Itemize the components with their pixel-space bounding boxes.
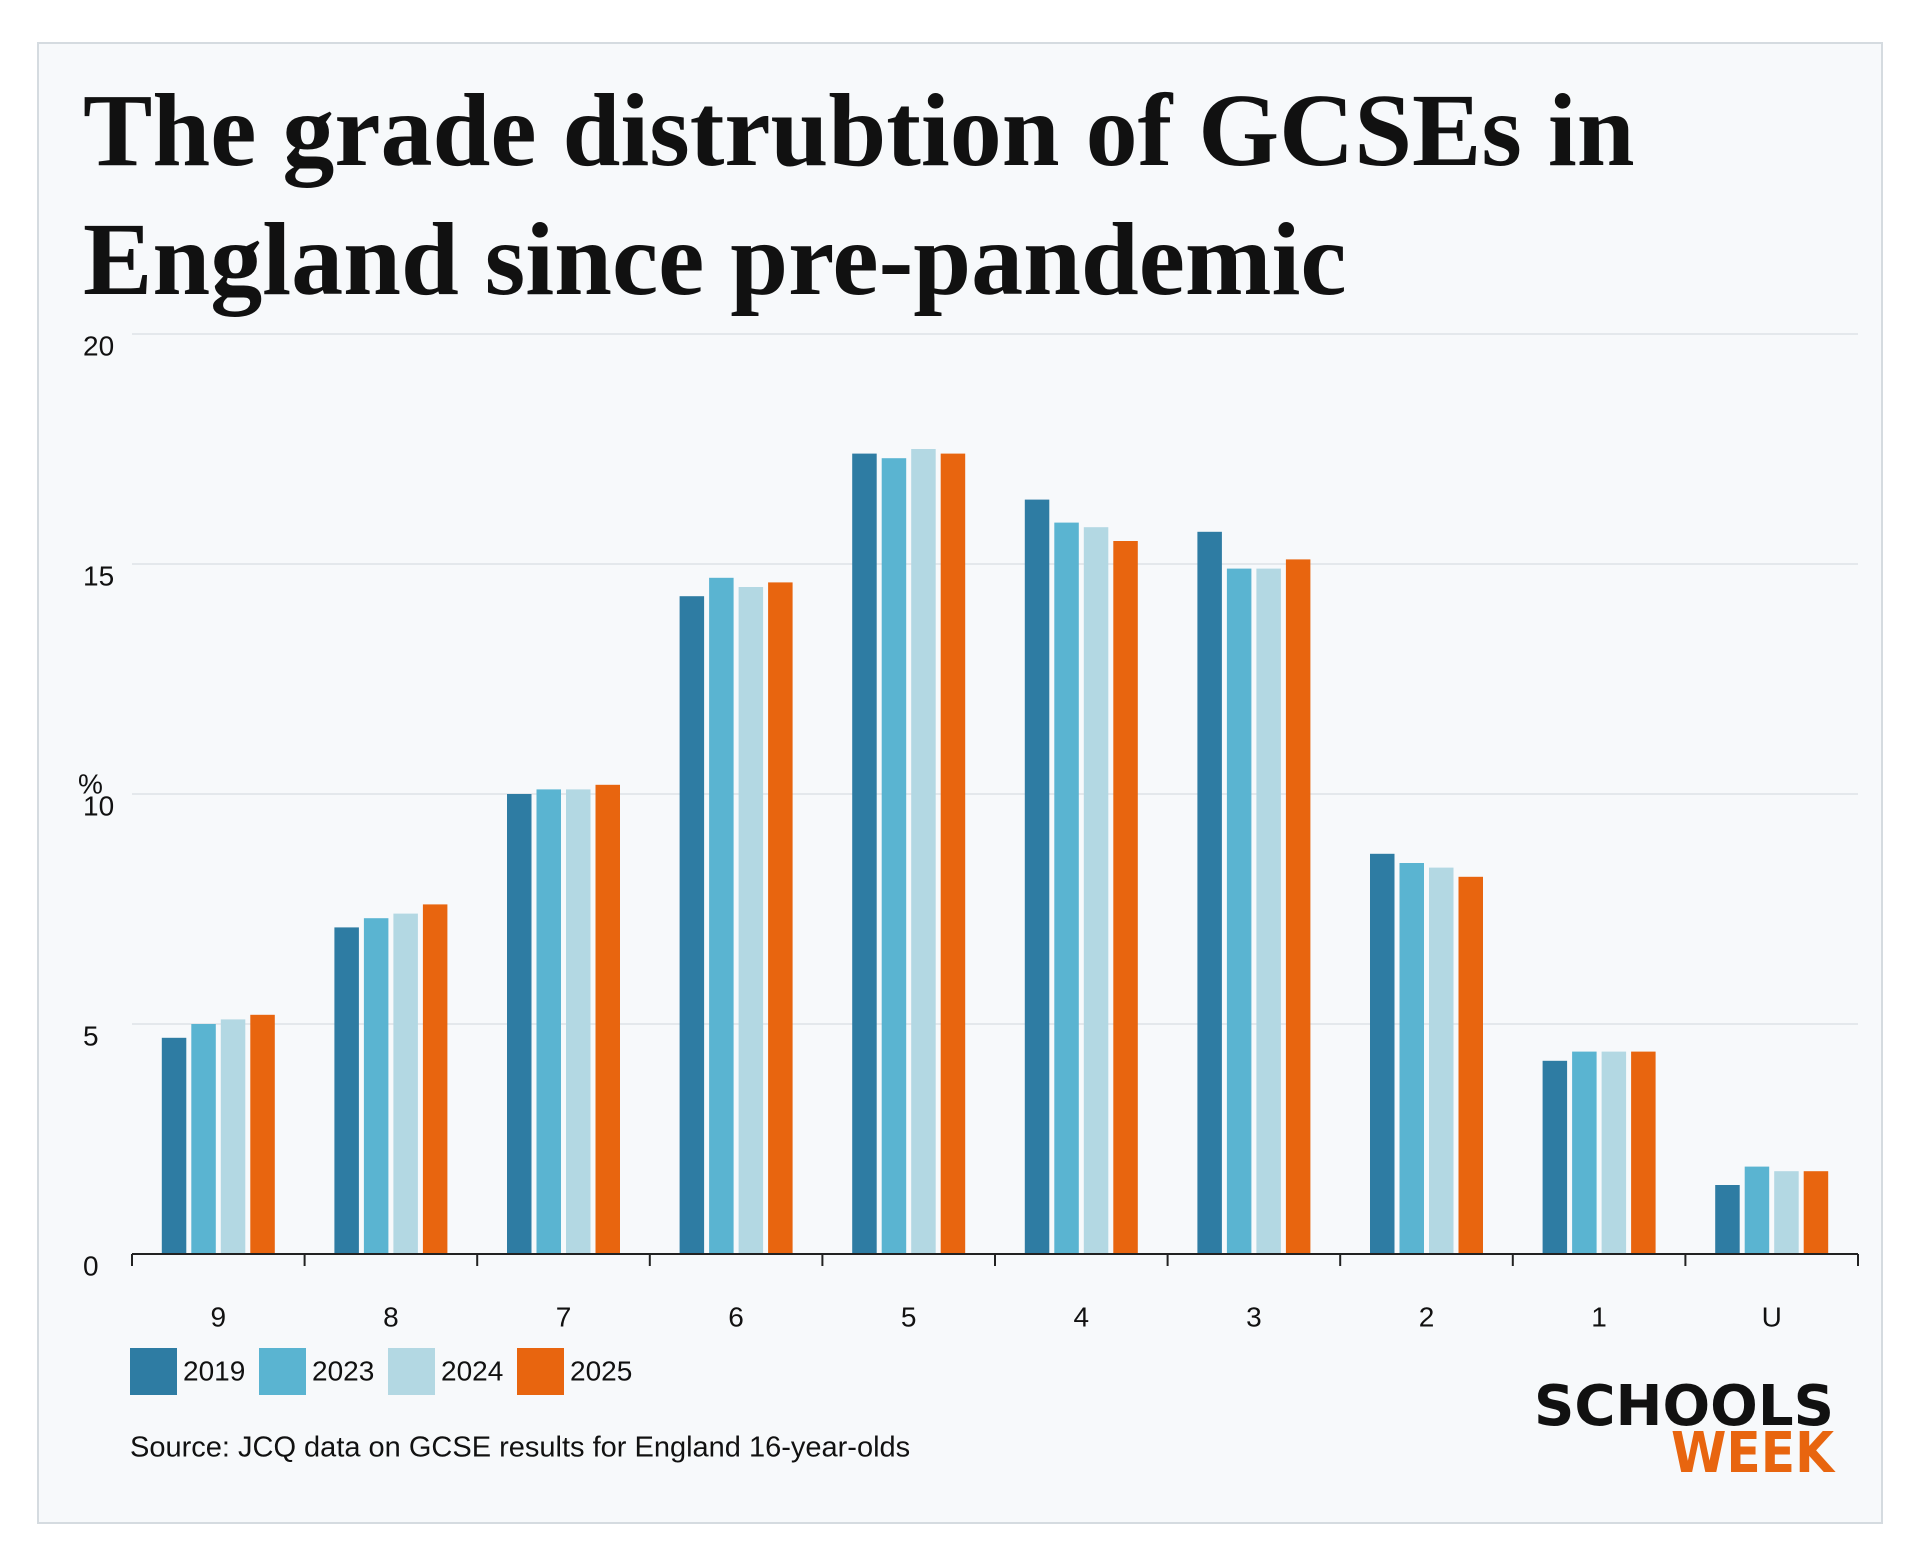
bar [679,596,705,1254]
bar [1631,1051,1656,1254]
bar [507,794,532,1254]
bar [1572,1051,1597,1254]
bar [1774,1171,1799,1254]
x-tick-label: 4 [1074,1301,1090,1332]
x-tick-label: 3 [1246,1301,1262,1332]
legend-label: 2024 [441,1355,503,1386]
bar [1024,499,1050,1255]
x-tick-label: 9 [211,1301,227,1332]
y-axis-label: % [78,768,103,799]
bar [220,1019,246,1254]
bar [881,458,907,1254]
bar [911,449,936,1254]
x-tick-label: 8 [383,1301,399,1332]
legend-swatch [517,1348,564,1395]
bar [422,904,448,1254]
bar [1399,863,1424,1254]
chart-title: England since pre-pandemic [83,202,1347,317]
y-tick-label: 10 [83,790,114,821]
bar [1803,1171,1829,1254]
bar [1054,522,1079,1254]
bar [1744,1166,1770,1254]
y-tick-label: 20 [83,330,114,361]
y-tick-label: 5 [83,1020,99,1051]
legend-label: 2025 [570,1355,632,1386]
x-tick-label: U [1762,1301,1782,1332]
chart-title: The grade distrubtion of GCSEs in [83,73,1635,188]
bar [940,453,966,1255]
bar [1542,1060,1568,1254]
bar [1370,853,1395,1254]
bar [1256,568,1281,1254]
bar [768,582,793,1254]
bar [191,1024,216,1254]
logo: SCHOOLS [1534,1374,1834,1439]
bar [363,918,389,1254]
bar [738,587,764,1254]
bar [566,789,591,1254]
bar [709,577,734,1254]
legend-swatch [259,1348,306,1395]
bar [334,927,359,1254]
bar [595,784,620,1254]
x-tick-label: 7 [556,1301,572,1332]
x-tick-label: 2 [1419,1301,1435,1332]
logo: WEEK [1671,1421,1836,1486]
y-tick-label: 0 [83,1250,99,1281]
bar [1113,541,1138,1254]
x-tick-label: 6 [728,1301,744,1332]
bar [1197,531,1222,1254]
legend-swatch [130,1348,177,1395]
bar [1226,568,1252,1254]
bar [1285,559,1311,1254]
legend-label: 2019 [183,1355,245,1386]
y-tick-label: 15 [83,560,114,591]
legend-label: 2023 [312,1355,374,1386]
source: Source: JCQ data on GCSE results for Eng… [130,1432,910,1464]
bar [161,1037,187,1254]
bar [852,453,877,1255]
bar [1429,867,1454,1254]
bar [1715,1185,1740,1254]
x-tick-label: 1 [1591,1301,1607,1332]
x-tick-label: 5 [901,1301,917,1332]
bar [1083,527,1109,1254]
legend-swatch [388,1348,435,1395]
bar [250,1014,275,1254]
bar [1458,876,1483,1254]
bar [1601,1051,1627,1254]
bar [393,913,418,1254]
bar [536,789,561,1254]
